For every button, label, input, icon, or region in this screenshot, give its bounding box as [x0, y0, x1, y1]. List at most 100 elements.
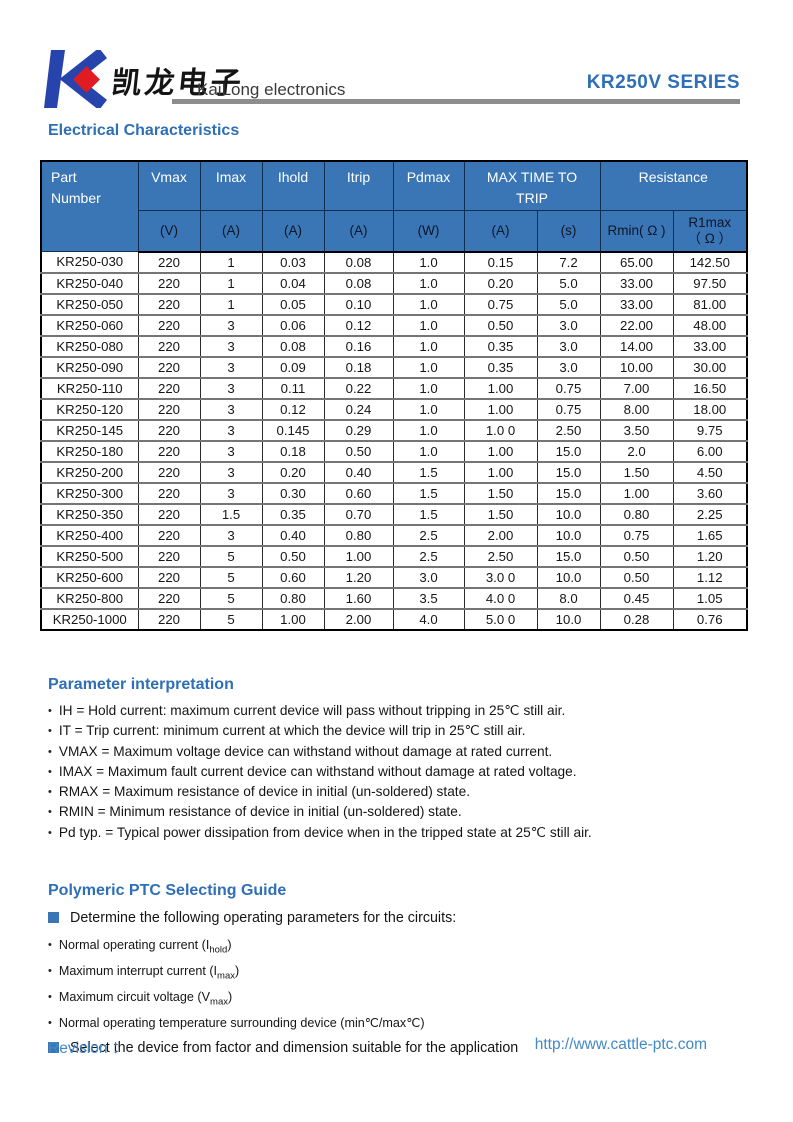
table-cell: 1.05 [672, 587, 748, 610]
param-item-text: RMIN = Minimum resistance of device in i… [58, 804, 462, 820]
guide-bullet: • Maximum interrupt current (Imax) [48, 961, 768, 987]
table-cell: 220 [137, 293, 201, 316]
col-header-part-line2: Number [51, 190, 101, 206]
unit-trip-s: (s) [536, 210, 601, 253]
table-cell: 9.75 [672, 419, 748, 442]
table-cell: 0.80 [599, 503, 674, 526]
unit-imax: (A) [199, 210, 263, 253]
table-cell: 0.35 [463, 335, 538, 358]
table-cell: 4.0 0 [463, 587, 538, 610]
table-cell: 0.15 [463, 251, 538, 274]
bullet-dot-icon: • [48, 705, 52, 717]
table-cell: KR250-400 [40, 524, 139, 547]
table-cell: KR250-110 [40, 377, 139, 400]
unit-rmin: Rmin( Ω ) [599, 210, 674, 253]
table-cell: 15.0 [536, 482, 601, 505]
bullet-dot-icon: • [48, 1017, 52, 1030]
table-cell: 1.0 [392, 440, 465, 463]
table-cell: 0.20 [463, 272, 538, 295]
table-cell: 3 [199, 314, 263, 337]
bullet-dot-icon: • [48, 806, 52, 819]
param-item: • RMAX = Maximum resistance of device in … [48, 782, 748, 802]
param-item-text: Pd typ. = Typical power dissipation from… [58, 824, 592, 840]
param-item-text: VMAX = Maximum voltage device can withst… [58, 743, 553, 759]
col-header-resistance: Resistance [599, 160, 748, 211]
param-item: • IT = Trip current: minimum current at w… [48, 721, 748, 741]
table-cell: 0.45 [599, 587, 674, 610]
table-cell: 2.50 [536, 419, 601, 442]
table-cell: 5 [199, 545, 263, 568]
table-cell: 4.50 [672, 461, 748, 484]
table-cell: 10.0 [536, 566, 601, 589]
table-row: KR250-200 220 3 0.20 0.40 1.5 1.00 15.0 1.50 4.50 [40, 461, 748, 484]
table-row: KR250-600 220 5 0.60 1.20 3.0 3.0 0 10.0 0.50 1.1… [40, 566, 748, 589]
table-cell: 220 [137, 419, 201, 442]
table-cell: 1.50 [463, 503, 538, 526]
table-cell: 0.60 [323, 482, 394, 505]
guide-step-select: Select the device from factor and dimens… [48, 1039, 768, 1058]
table-cell: KR250-060 [40, 314, 139, 337]
guide-bullet-post: ) [234, 964, 240, 979]
table-row: KR250-030 220 1 0.03 0.08 1.0 0.15 7.2 65.00 142.… [40, 251, 748, 274]
table-body: KR250-030 220 1 0.03 0.08 1.0 0.15 7.2 65.00 142.… [40, 251, 748, 630]
table-cell: 4.0 [392, 608, 465, 630]
param-item: • VMAX = Maximum voltage device can withs… [48, 742, 748, 762]
trip-header-line1: MAX TIME TO [486, 169, 578, 185]
table-cell: 65.00 [599, 251, 674, 274]
table-cell: 0.30 [261, 482, 325, 505]
table-cell: 1.0 [392, 335, 465, 358]
table-cell: 10.0 [536, 524, 601, 547]
col-header-part-number: Part Number [40, 160, 139, 252]
table-cell: 15.0 [536, 440, 601, 463]
table-row: KR250-060 220 3 0.06 0.12 1.0 0.50 3.0 22.00 48.0… [40, 314, 748, 337]
table-cell: 0.35 [463, 356, 538, 379]
table-cell: 18.00 [672, 398, 748, 421]
col-header-ihold: Ihold [261, 160, 325, 211]
table-cell: 0.50 [463, 314, 538, 337]
table-cell: 1.60 [323, 587, 394, 610]
table-cell: 0.18 [261, 440, 325, 463]
revision-label: Revision ： [48, 1040, 128, 1057]
table-cell: KR250-300 [40, 482, 139, 505]
table-cell: 10.00 [599, 356, 674, 379]
table-cell: 3 [199, 524, 263, 547]
electrical-characteristics-table: Part Number Vmax Imax Ihold Itrip Pdmax … [40, 160, 749, 631]
table-cell: 0.50 [323, 440, 394, 463]
unit-pdmax: (W) [392, 210, 465, 253]
table-cell: 220 [137, 587, 201, 610]
table-row: KR250-500 220 5 0.50 1.00 2.5 2.50 15.0 0.50 1.20 [40, 545, 748, 568]
table-cell: 220 [137, 566, 201, 589]
guide-step-text: Select the device from factor and dimens… [70, 1040, 519, 1057]
table-cell: 0.50 [599, 545, 674, 568]
guide-bullet: • Normal operating temperature surroundin… [48, 1013, 768, 1039]
table-row: KR250-180 220 3 0.18 0.50 1.0 1.00 15.0 2.0 6.00 [40, 440, 748, 463]
param-item-text: IH = Hold current: maximum current devic… [58, 703, 566, 718]
table-cell: 220 [137, 482, 201, 505]
guide-bullet-sub: hold [209, 944, 228, 956]
table-cell: 6.00 [672, 440, 748, 463]
square-bullet-icon [48, 912, 59, 923]
table-cell: 0.75 [599, 524, 674, 547]
table-cell: 0.11 [261, 377, 325, 400]
bullet-dot-icon: • [48, 725, 52, 738]
table-cell: 220 [137, 335, 201, 358]
parameter-interpretation-section: Parameter interpretation • IH = Hold curr… [48, 676, 748, 843]
table-cell: 0.05 [261, 293, 325, 316]
table-cell: 220 [137, 377, 201, 400]
table-cell: 0.12 [323, 314, 394, 337]
table-cell: 1.00 [323, 545, 394, 568]
col-header-vmax: Vmax [137, 160, 201, 211]
table-cell: 220 [137, 440, 201, 463]
guide-bullet: • Maximum circuit voltage (Vmax) [48, 987, 768, 1013]
website-link[interactable]: http://www.cattle-ptc.com [534, 1036, 707, 1053]
table-cell: 1.0 [392, 419, 465, 442]
table-cell: 33.00 [599, 272, 674, 295]
col-header-pdmax: Pdmax [392, 160, 465, 211]
table-cell: KR250-120 [40, 398, 139, 421]
col-header-max-time-to-trip: MAX TIME TO TRIP [463, 160, 601, 211]
table-cell: 1.5 [199, 503, 263, 526]
col-header-itrip: Itrip [323, 160, 394, 211]
table-cell: 2.5 [392, 545, 465, 568]
table-cell: KR250-040 [40, 272, 139, 295]
